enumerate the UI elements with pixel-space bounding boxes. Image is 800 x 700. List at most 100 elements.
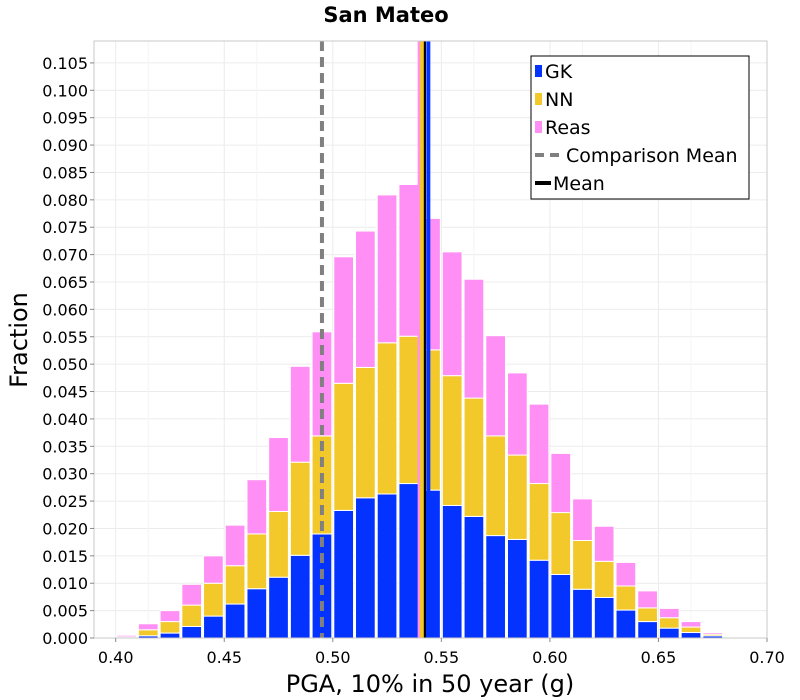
bar-reas	[658, 607, 680, 619]
legend: GK NN Reas Comparison Mean Mean	[530, 55, 750, 200]
y-tick-label: 0.090	[42, 136, 88, 155]
bar-nn	[506, 454, 528, 540]
bar-reas	[333, 256, 355, 384]
bar-reas	[116, 634, 137, 638]
legend-label: GK	[545, 61, 573, 83]
bar-nn	[528, 483, 550, 561]
bar-reas	[615, 561, 637, 587]
bar-reas	[637, 590, 658, 609]
bar-nn	[333, 382, 355, 511]
bar-reas	[181, 583, 203, 606]
x-tick-label: 0.55	[424, 648, 460, 667]
bar-gk	[398, 483, 420, 639]
bar-gk	[593, 596, 615, 639]
chart-title: San Mateo	[323, 3, 448, 27]
bar-nn	[550, 512, 572, 575]
mean-lines	[319, 41, 431, 638]
x-axis-ticks: 0.40 0.45 0.50 0.55 0.60 0.65 0.70	[98, 638, 785, 667]
bar-gk	[658, 627, 680, 639]
y-tick-label: 0.030	[42, 465, 88, 484]
bar-nn	[658, 617, 680, 629]
bar-reas	[159, 610, 181, 623]
bar-gk	[203, 615, 224, 639]
bar-gk	[268, 576, 289, 639]
plot-border	[93, 40, 768, 639]
bar-nn	[137, 629, 159, 637]
legend-swatch	[535, 93, 542, 105]
bar-gk	[485, 535, 506, 639]
bar-nn	[680, 626, 702, 634]
bar-gk	[159, 632, 181, 639]
x-tick-label: 0.45	[206, 648, 242, 667]
bar-nn	[485, 435, 506, 537]
y-tick-label: 0.015	[42, 547, 88, 566]
bar-reas	[203, 555, 224, 584]
y-tick-label: 0.045	[42, 383, 88, 402]
y-tick-label: 0.080	[42, 191, 88, 210]
y-tick-label: 0.085	[42, 163, 88, 182]
bar-gk	[550, 573, 572, 639]
bar-reas	[506, 372, 528, 456]
bar-nn	[224, 565, 246, 605]
bar-nn	[181, 604, 203, 627]
bar-nn	[441, 375, 463, 506]
bar-reas	[463, 278, 485, 399]
bar-reas	[702, 632, 724, 635]
legend-swatch	[535, 121, 542, 133]
bar-nn	[637, 607, 658, 623]
bar-gk	[637, 621, 658, 639]
legend-label: Mean	[553, 173, 605, 195]
bar-reas	[246, 479, 268, 535]
x-axis-label: PGA, 10% in 50 year (g)	[286, 670, 575, 698]
y-tick-label: 0.020	[42, 519, 88, 538]
y-tick-label: 0.005	[42, 602, 88, 621]
bar-gk	[528, 559, 550, 639]
y-tick-label: 0.075	[42, 218, 88, 237]
legend-label: Reas	[545, 117, 591, 139]
x-tick-label: 0.50	[315, 648, 351, 667]
bar-reas	[94, 636, 116, 638]
bar-reas	[572, 498, 593, 542]
bar-gk	[463, 515, 485, 639]
y-tick-label: 0.100	[42, 81, 88, 100]
bar-reas	[680, 621, 702, 628]
bar-gk	[572, 588, 593, 639]
x-tick-label: 0.60	[532, 648, 568, 667]
y-tick-label: 0.025	[42, 492, 88, 511]
bar-reas	[593, 525, 615, 562]
y-tick-label: 0.035	[42, 437, 88, 456]
bar-nn	[159, 621, 181, 634]
bar-gk	[355, 497, 376, 639]
bar-gk	[246, 588, 268, 639]
bar-gk	[615, 609, 637, 639]
y-tick-label: 0.070	[42, 246, 88, 265]
bar-nn	[615, 585, 637, 611]
bar-gk	[441, 504, 463, 639]
x-tick-label: 0.65	[641, 648, 677, 667]
bars	[94, 183, 767, 639]
bar-nn	[203, 582, 224, 617]
legend-label: Comparison Mean	[566, 145, 738, 167]
bar-reas	[289, 365, 311, 463]
bar-reas	[550, 452, 572, 514]
bar-reas	[724, 635, 745, 638]
bar-nn	[593, 560, 615, 598]
y-tick-label: 0.060	[42, 300, 88, 319]
bar-reas	[485, 335, 506, 437]
bar-reas	[398, 183, 420, 337]
bar-nn	[572, 540, 593, 590]
y-tick-label: 0.095	[42, 109, 88, 128]
bar-gk	[181, 625, 203, 639]
y-tick-label: 0.105	[42, 54, 88, 73]
bar-reas	[268, 437, 289, 512]
bar-reas	[137, 623, 159, 631]
y-tick-label: 0.000	[42, 629, 88, 648]
legend-box	[530, 55, 750, 200]
bar-reas	[441, 251, 463, 377]
legend-label: NN	[545, 89, 573, 111]
bar-gk	[289, 554, 311, 639]
bar-gk	[680, 632, 702, 639]
y-tick-label: 0.040	[42, 410, 88, 429]
bar-nn	[268, 510, 289, 578]
